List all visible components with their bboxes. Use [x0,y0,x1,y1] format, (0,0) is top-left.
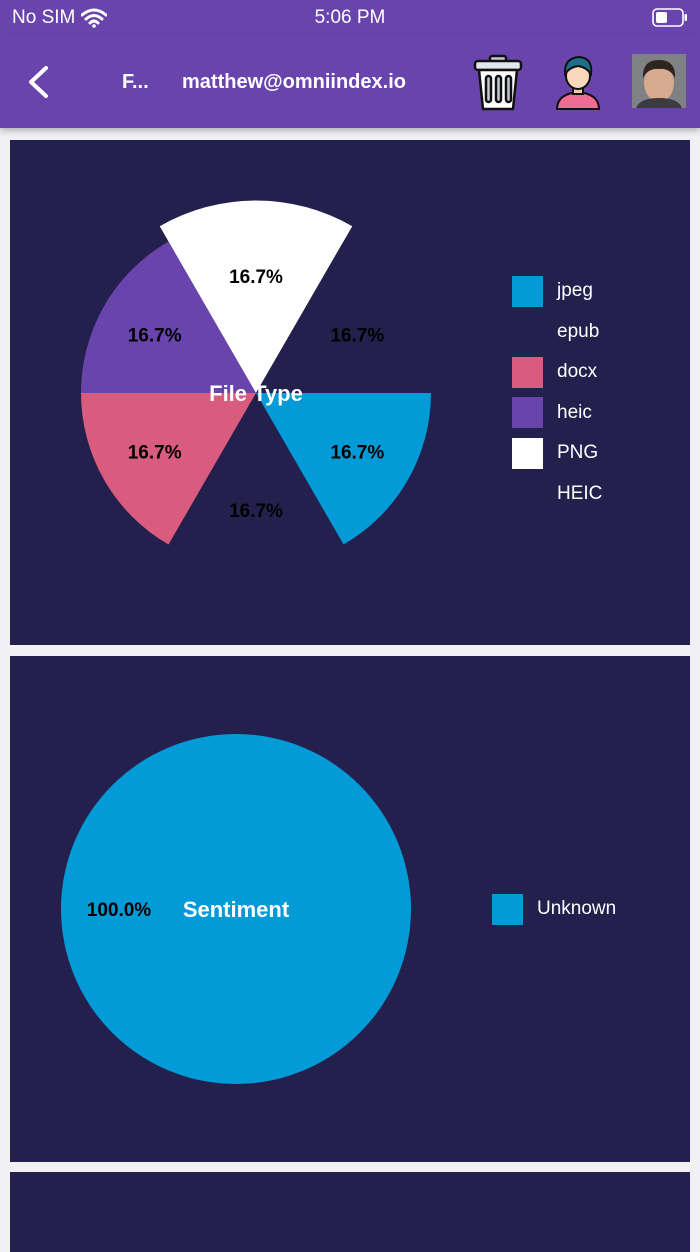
legend-label: heic [557,401,592,423]
legend-swatch [492,893,523,925]
sentiment-legend: Unknown [492,892,682,932]
user-profile-icon [555,55,601,110]
pie-slice-epub [168,393,344,568]
legend-item-unknown[interactable]: Unknown [492,892,616,926]
user-email: matthew@omniindex.io [182,71,406,93]
legend-label: PNG [557,442,599,463]
pie-slice-heic [256,241,431,393]
legend-swatch [512,356,543,388]
carrier-status: No SIM [12,7,108,29]
sentiment-pie-chart: 100.0% Sentiment [61,734,411,1084]
pie-chart-title: File Type [209,381,303,406]
pie-value-label-jpeg: 16.7% [330,443,384,464]
profile-photo [632,54,686,108]
pie-slice-docx [81,393,256,545]
pie-slice-heic [81,241,256,393]
legend-label: epub [557,320,600,342]
pie-chart-title: Sentiment [183,897,290,922]
legend-swatch [512,316,543,347]
chevron-left-icon [29,66,48,98]
pie-value-label-png: 16.7% [229,267,283,288]
legend-swatch [512,397,543,428]
delete-button[interactable] [472,54,524,112]
legend-label: jpeg [557,280,593,301]
app-header: F... matthew@omniindex.io [0,36,700,128]
pie-value-label-heic: 16.7% [330,326,384,347]
legend-item-epub[interactable]: epub [512,315,599,349]
back-button[interactable] [22,62,58,102]
legend-label: docx [557,361,598,382]
legend-item-heic[interactable]: heic [512,396,592,430]
status-bar: No SIM 5:06 PM [0,0,700,36]
pie-slice-jpeg [256,393,431,545]
wifi-icon [81,8,108,28]
trash-can-icon [473,54,523,111]
clock: 5:06 PM [314,7,386,28]
legend-item-docx[interactable]: docx [512,355,597,389]
next-chart-card [10,1172,690,1252]
avatar[interactable] [632,54,686,108]
file-type-card: 16.7% 16.7% 16.7% 16.7% 16.7% 16.7% File Type … [10,140,690,645]
legend-item-png[interactable]: PNG [512,436,598,470]
legend-label: Unknown [537,898,617,919]
legend-swatch [512,437,543,469]
legend-item-heic[interactable]: HEIC [512,477,602,511]
sentiment-card: 100.0% Sentiment Unknown [10,656,690,1162]
pie-value-label-epub: 16.7% [229,501,283,522]
pie-value-label-unknown: 100.0% [87,900,152,921]
file-type-pie-chart: 16.7% 16.7% 16.7% 16.7% 16.7% 16.7% File Type [81,200,431,568]
legend-item-jpeg[interactable]: jpeg [512,274,593,308]
pie-slice-png [159,200,353,393]
file-type-legend: jpeg epub docx heic PNG HEIC [512,274,682,524]
pie-slice-unknown [61,734,411,1084]
battery-icon [652,8,687,27]
page-title: F... [122,71,149,93]
carrier-label: No SIM [12,7,76,28]
legend-swatch [512,478,543,509]
profile-button[interactable] [554,54,602,110]
pie-value-label-docx: 16.7% [128,443,182,464]
pie-value-label-heic: 16.7% [128,326,182,347]
legend-swatch [512,275,543,307]
legend-label: HEIC [557,482,603,504]
